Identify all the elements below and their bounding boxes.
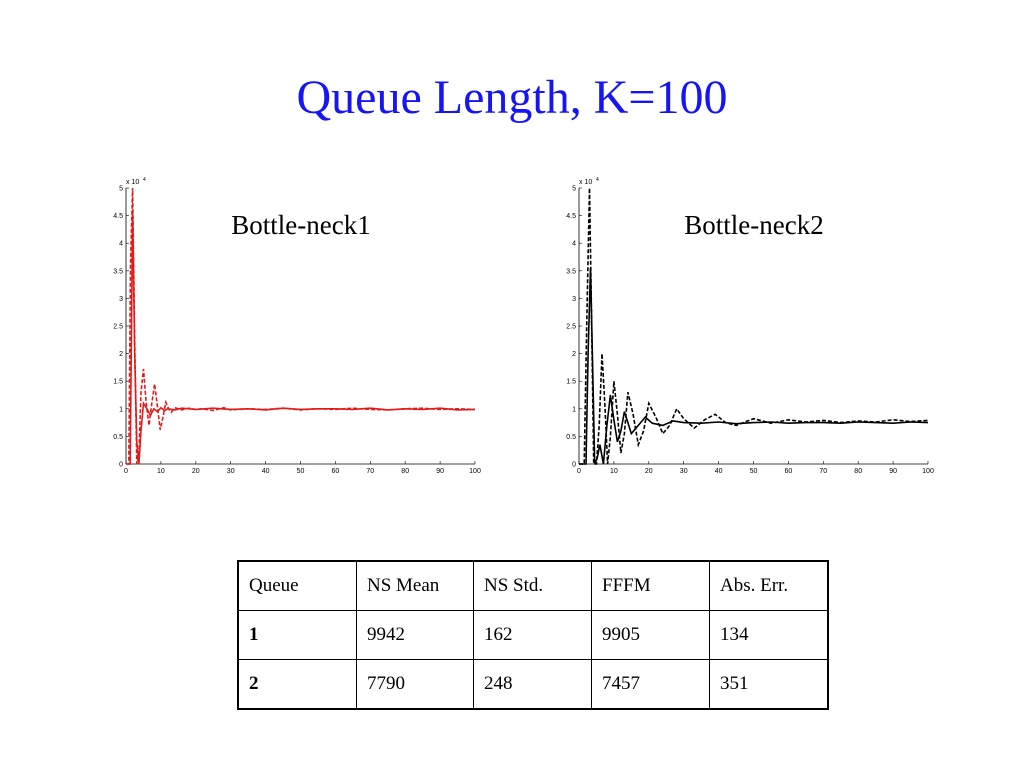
y-tick-label: 4	[119, 241, 123, 248]
y-tick-label: 0.5	[566, 434, 576, 441]
x-tick-label: 70	[366, 468, 374, 475]
y-tick-label: 4.5	[566, 213, 576, 220]
chart-label: Bottle-neck2	[684, 210, 823, 240]
scale-exponent: 4	[596, 177, 599, 183]
y-tick-label: 3.5	[566, 268, 576, 275]
y-tick-label: 5	[119, 186, 123, 193]
table-header-row: Queue NS Mean NS Std. FFFM Abs. Err.	[237, 560, 829, 611]
x-tick-label: 40	[715, 468, 723, 475]
table-row: 2 7790 248 7457 351	[237, 659, 829, 710]
y-tick-label: 1	[119, 406, 123, 413]
x-tick-label: 90	[889, 468, 897, 475]
y-tick-label: 4.5	[113, 213, 123, 220]
x-tick-label: 20	[192, 468, 200, 475]
chart-bottleneck1: 0 10 20 30 40 50 60 70 80 90 100 0 0.5 1 1.5 2 2.5 3 3.5 4 4…	[113, 177, 481, 475]
x-tick-label: 50	[750, 468, 758, 475]
table-cell-queue: 2	[237, 659, 357, 710]
table-cell: 9905	[591, 610, 710, 660]
y-tick-label: 1.5	[113, 379, 123, 386]
table-cell: 7457	[591, 659, 710, 710]
slide-title: Queue Length, K=100	[296, 71, 728, 124]
x-tick-label: 90	[436, 468, 444, 475]
y-tick-label: 2	[572, 351, 576, 358]
x-tick-label: 60	[332, 468, 340, 475]
chart-bottleneck2: 0 10 20 30 40 50 60 70 80 90 100 0 0.5 1 1.5 2 2.5 3 3.5 4 4…	[566, 177, 934, 475]
x-tick-label: 100	[922, 468, 934, 475]
y-tick-label: 2.5	[566, 324, 576, 331]
x-tick-label: 0	[124, 468, 128, 475]
x-tick-label: 50	[297, 468, 305, 475]
x-tick-label: 40	[262, 468, 270, 475]
y-tick-label: 3	[119, 296, 123, 303]
x-tick-label: 100	[469, 468, 481, 475]
x-tick-label: 30	[227, 468, 235, 475]
table-cell: 351	[709, 659, 829, 710]
stats-table: Queue NS Mean NS Std. FFFM Abs. Err. 1 9…	[237, 560, 829, 710]
scale-note: x 10	[126, 179, 139, 186]
y-tick-label: 0	[572, 462, 576, 469]
table-header-cell: NS Std.	[473, 560, 592, 611]
x-tick-label: 0	[577, 468, 581, 475]
series-line-dashed	[579, 187, 929, 465]
series-line-solid	[579, 267, 929, 465]
x-tick-label: 80	[854, 468, 862, 475]
x-tick-label: 10	[157, 468, 165, 475]
table-cell: 7790	[356, 659, 474, 710]
y-tick-label: 2.5	[113, 324, 123, 331]
table-header-cell: Abs. Err.	[709, 560, 829, 611]
y-tick-label: 3	[572, 296, 576, 303]
y-tick-label: 1	[572, 406, 576, 413]
y-tick-label: 4	[572, 241, 576, 248]
x-tick-label: 70	[819, 468, 827, 475]
table-header-cell: NS Mean	[356, 560, 474, 611]
x-tick-label: 30	[680, 468, 688, 475]
y-tick-label: 5	[572, 186, 576, 193]
table-cell: 9942	[356, 610, 474, 660]
x-tick-label: 60	[785, 468, 793, 475]
table-header-cell: Queue	[237, 560, 357, 611]
table-row: 1 9942 162 9905 134	[237, 610, 829, 660]
table-cell: 134	[709, 610, 829, 660]
table-cell: 248	[473, 659, 592, 710]
y-tick-label: 3.5	[113, 268, 123, 275]
table-cell-queue: 1	[237, 610, 357, 660]
chart-label: Bottle-neck1	[231, 210, 370, 240]
y-tick-label: 0.5	[113, 434, 123, 441]
series-line-solid	[126, 210, 476, 465]
y-tick-label: 1.5	[566, 379, 576, 386]
y-tick-label: 2	[119, 351, 123, 358]
table-header-cell: FFFM	[591, 560, 710, 611]
table-cell: 162	[473, 610, 592, 660]
x-tick-label: 20	[645, 468, 653, 475]
x-tick-label: 10	[610, 468, 618, 475]
scale-note: x 10	[579, 179, 592, 186]
y-tick-label: 0	[119, 462, 123, 469]
scale-exponent: 4	[143, 177, 146, 183]
x-tick-label: 80	[401, 468, 409, 475]
